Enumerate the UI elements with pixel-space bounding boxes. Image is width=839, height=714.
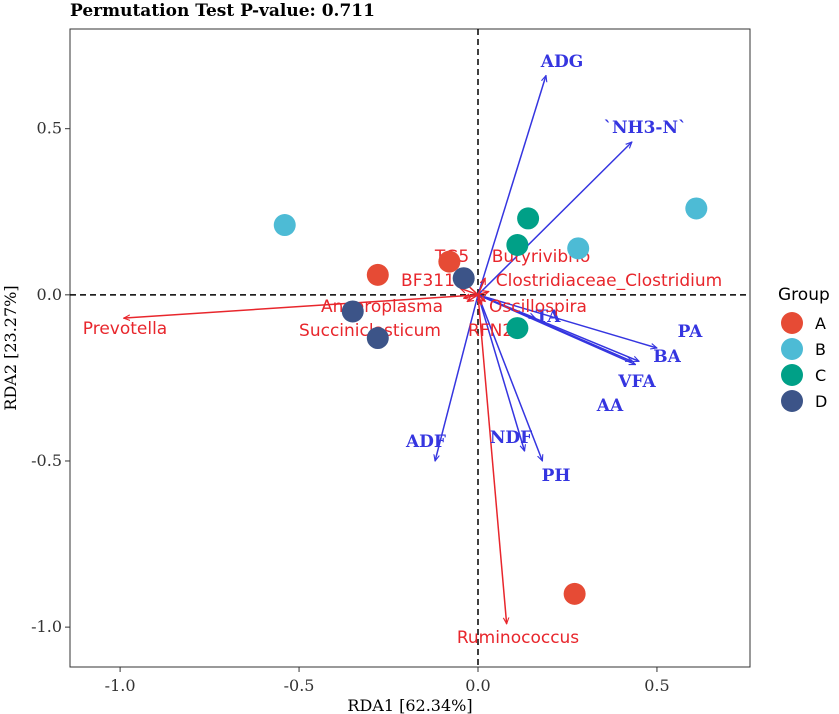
taxa-vector-arrow: [477, 278, 486, 296]
y-axis-label: RDA2 [23.27%]: [1, 285, 20, 410]
sample-points: [273, 197, 708, 605]
x-tick-label: -1.0: [105, 676, 136, 695]
legend-label: A: [815, 314, 826, 333]
taxa-vector-label: BF311: [401, 271, 455, 291]
legend-key-d: [781, 390, 803, 412]
legend-key-c: [781, 364, 803, 386]
env-vector-label: TA: [536, 307, 562, 327]
env-vector-label: ADF: [405, 432, 446, 452]
taxa-vector-arrow: [460, 288, 479, 296]
y-tick-label: 0.5: [37, 119, 62, 138]
sample-point-b: [273, 214, 296, 237]
env-vector-arrow: [477, 294, 525, 451]
env-vector-arrow: [477, 294, 542, 461]
env-vector-label: AA: [596, 396, 624, 416]
y-tick-label: 0.0: [37, 285, 62, 304]
taxa-vector-arrow: [477, 294, 507, 624]
y-tick-label: -1.0: [31, 617, 62, 636]
legend-label: B: [815, 340, 826, 359]
x-tick-label: 0.5: [644, 676, 669, 695]
env-vector-label: PA: [678, 322, 704, 342]
sample-point-a: [366, 263, 389, 286]
legend-label: D: [815, 392, 827, 411]
sample-point-b: [567, 237, 590, 260]
env-vector-label: ADG: [540, 52, 583, 72]
taxa-vector-label: Clostridiaceae_Clostridium: [496, 271, 722, 291]
env-vector-arrow: [435, 294, 479, 461]
sample-point-a: [438, 250, 461, 273]
sample-point-c: [506, 233, 529, 256]
taxa-vector-arrow: [467, 294, 479, 302]
vector-layer: ADG `NH3-N` PA BA VFA AA TA ADF NDF PH Prevotella R…: [83, 52, 722, 648]
env-vector-label: `NH3-N`: [603, 118, 686, 138]
env-vector-arrow: [477, 142, 632, 296]
legend-key-a: [781, 312, 803, 334]
taxa-vector-label: Anaeroplasma: [321, 297, 443, 317]
env-vector-arrow: [477, 294, 657, 348]
x-axis-label: RDA1 [62.34%]: [347, 696, 472, 714]
sample-point-d: [341, 300, 364, 323]
env-vector-label: PH: [542, 466, 571, 486]
y-tick-label: -0.5: [31, 451, 62, 470]
sample-point-a: [563, 582, 586, 605]
plot-panel: [69, 28, 751, 668]
taxa-vector-arrow: [478, 294, 482, 305]
sample-point-d: [366, 327, 389, 350]
x-tick-label: -0.5: [284, 676, 315, 695]
taxa-vector-arrow: [124, 294, 479, 318]
sample-point-b: [685, 197, 708, 220]
env-vector-label: NDF: [490, 428, 532, 448]
sample-point-d: [452, 267, 475, 290]
taxa-vector-label: Ruminococcus: [457, 628, 579, 648]
legend-key-b: [781, 338, 803, 360]
legend-title: Group: [778, 285, 830, 305]
env-vector-arrow: [477, 294, 535, 318]
y-axis: -1.0 -0.5 0.0 0.5: [31, 119, 70, 636]
zero-reference-lines: [70, 29, 750, 667]
env-vector-arrow: [477, 76, 546, 296]
x-axis: -1.0 -0.5 0.0 0.5: [105, 667, 670, 695]
env-vector-label: VFA: [617, 372, 656, 392]
taxa-vector-label: Oscillospira: [489, 297, 587, 317]
taxa-vector-arrow: [477, 292, 489, 295]
sample-point-c: [517, 207, 540, 230]
taxa-vector-label: Prevotella: [83, 319, 167, 339]
sample-point-c: [506, 317, 529, 340]
x-tick-label: 0.0: [465, 676, 490, 695]
legend-label: C: [815, 366, 826, 385]
env-vector-label: BA: [653, 347, 681, 367]
chart-title: Permutation Test P-value: 0.711: [70, 1, 375, 21]
